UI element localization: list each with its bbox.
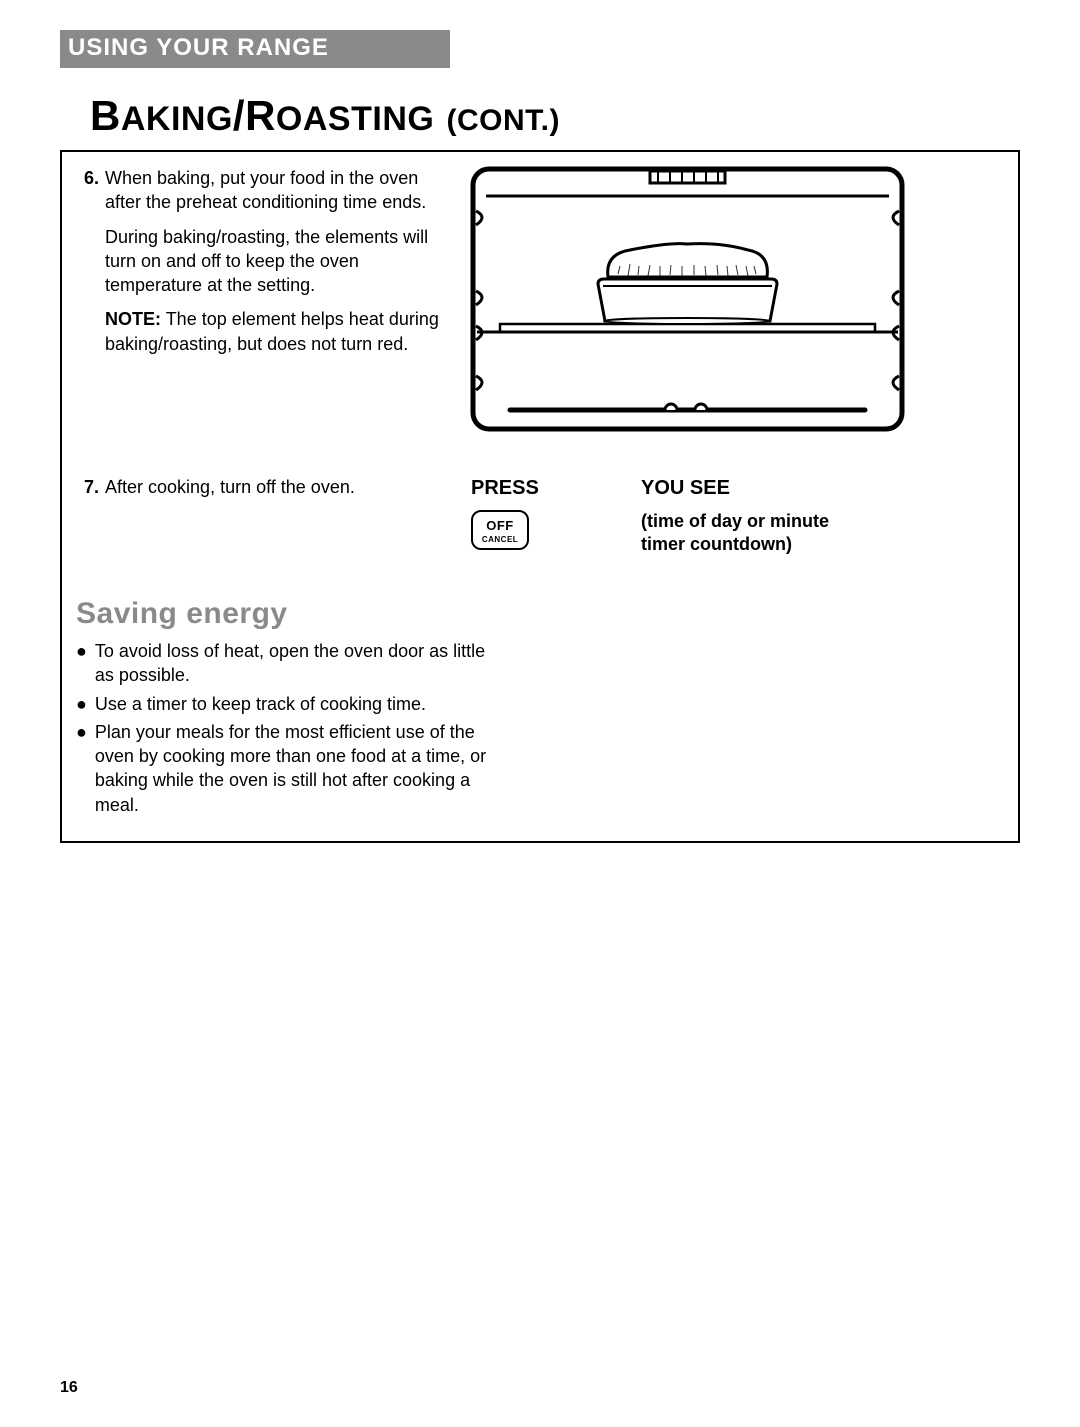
off-cancel-button[interactable]: OFF CANCEL [471,510,529,550]
step6-note: NOTE: The top element helps heat during … [105,307,456,356]
bullet-text: Plan your meals for the most efficient u… [95,720,496,817]
yousee-heading: YOU SEE [641,477,1004,500]
step6-text: 6. When baking, put your food in the ove… [76,166,456,380]
title-part: / [233,92,245,139]
title-text: BAKING/ROASTING (CONT.) [90,92,560,139]
bullet-icon: ● [76,692,87,716]
row-step6: 6. When baking, put your food in the ove… [76,166,1004,437]
step-number: 6. [84,166,99,366]
content-box: 6. When baking, put your food in the ove… [60,150,1020,843]
bullet-text: Use a timer to keep track of cooking tim… [95,692,426,716]
step-number: 7. [84,477,99,497]
oven-icon [470,166,905,432]
bullet-text: To avoid loss of heat, open the oven doo… [95,639,496,688]
yousee-text: (time of day or minute timer countdown) [641,510,1004,555]
page-title: BAKING/ROASTING (CONT.) [90,92,1080,140]
press-heading: PRESS [471,477,641,500]
section-header: USING YOUR RANGE [60,30,450,68]
step-6: 6. When baking, put your food in the ove… [84,166,456,366]
step6-p2: During baking/roasting, the elements wil… [105,225,456,298]
list-item: ●To avoid loss of heat, open the oven do… [76,639,496,688]
step7-body: After cooking, turn off the oven. [105,477,355,497]
cancel-label: CANCEL [477,535,523,544]
step6-p1: When baking, put your food in the oven a… [105,166,456,215]
title-cont: (CONT.) [447,104,560,137]
saving-energy-list: ●To avoid loss of heat, open the oven do… [76,639,496,817]
list-item: ● Use a timer to keep track of cooking ti… [76,692,496,716]
row-step7: 7. After cooking, turn off the oven. PRES… [76,477,1004,555]
list-item: ●Plan your meals for the most efficient … [76,720,496,817]
press-column: PRESS OFF CANCEL [471,477,641,550]
oven-illustration [470,166,1004,437]
note-label: NOTE: [105,309,161,329]
yousee-column: YOU SEE (time of day or minute timer cou… [641,477,1004,555]
off-label: OFF [477,518,523,533]
page-number: 16 [60,1379,78,1397]
step7-text: 7. After cooking, turn off the oven. [76,477,471,498]
title-part: B [90,92,121,139]
step-body: When baking, put your food in the oven a… [105,166,456,366]
bullet-icon: ● [76,720,87,817]
yousee-line1: (time of day or minute [641,511,829,531]
title-part: R [245,92,276,139]
title-part: AKING [121,100,233,138]
bullet-icon: ● [76,639,87,688]
saving-energy-heading: Saving energy [76,597,1004,631]
title-part: OASTING [276,100,434,138]
yousee-line2: timer countdown) [641,534,792,554]
